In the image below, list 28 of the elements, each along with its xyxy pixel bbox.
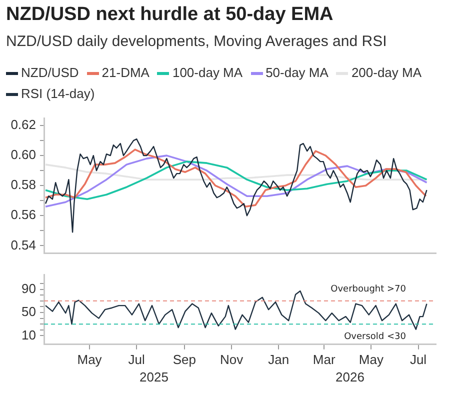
y-tick-label: 50 <box>22 304 36 320</box>
x-tick-label: May <box>77 352 102 367</box>
y-tick-label: 0.56 <box>10 207 36 222</box>
chart-title: NZD/USD next hurdle at 50-day EMA <box>6 4 334 26</box>
x-tick-label: Nov <box>220 352 244 367</box>
x-tick-label: Jul <box>410 352 427 367</box>
x-tick-label: Jul <box>128 352 146 367</box>
legend-label: 50-day MA <box>264 64 328 82</box>
y-tick-label: 0.58 <box>10 177 36 192</box>
x-tick-label: Mar <box>312 352 336 367</box>
ref-line-label: Oversold <30 <box>344 332 406 342</box>
text: 2025 <box>140 369 168 384</box>
text: RSI (14-day) <box>20 85 95 103</box>
y-tick-label: 90 <box>22 280 36 296</box>
x-tick-label: May <box>358 352 384 367</box>
legend-label: 21-DMA <box>100 64 150 82</box>
legend-label: 200-day MA <box>350 64 422 82</box>
y-tick-label: 0.60 <box>10 147 36 162</box>
y-tick-label: 10 <box>22 327 36 342</box>
legend-label: 100-day MA <box>171 64 243 82</box>
ref-line-label: Overbought >70 <box>330 284 406 295</box>
y-tick-label: 0.62 <box>10 117 36 132</box>
x-tick-label: Sep <box>172 352 196 367</box>
text: 2026 <box>336 369 364 384</box>
chart-subtitle: NZD/USD daily developments, Moving Averages and RSI <box>6 33 387 50</box>
y-tick-label: 0.54 <box>10 237 36 252</box>
x-tick-label: Jan <box>268 352 290 367</box>
legend-label: NZD/USD <box>20 64 79 82</box>
